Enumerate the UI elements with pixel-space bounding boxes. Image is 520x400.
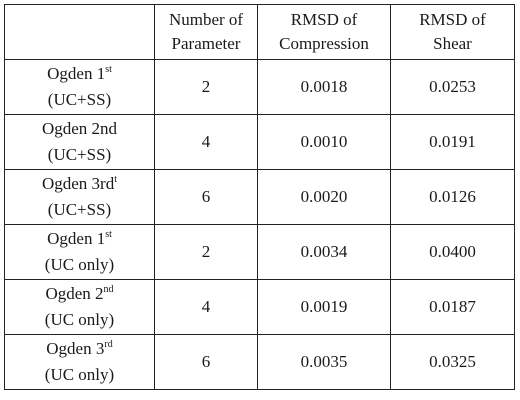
header-rmsd-compression-line2: Compression (279, 34, 369, 53)
model-ordinal-sup: st (105, 64, 112, 75)
header-model (4, 4, 155, 60)
header-number-of-parameter-line2: Parameter (171, 34, 241, 53)
table-row: Ogden 3rdt (UC+SS) 6 0.0020 0.0126 (4, 169, 515, 225)
rmsd-shear-cell: 0.0191 (390, 114, 515, 170)
model-cell: Ogden 3rdt (UC+SS) (4, 169, 155, 225)
model-ordinal-sup: t (114, 174, 117, 185)
table-row: Ogden 1st (UC+SS) 2 0.0018 0.0253 (4, 59, 515, 115)
header-rmsd-shear-line1: RMSD of (419, 10, 486, 29)
header-rmsd-shear: RMSD of Shear (390, 4, 515, 60)
model-name-line: Ogden 3rd (5, 336, 154, 362)
model-name: Ogden 2 (45, 284, 104, 303)
rmsd-shear-cell: 0.0187 (390, 279, 515, 335)
params-cell: 6 (154, 169, 258, 225)
header-row: Number of Parameter RMSD of Compression … (4, 4, 515, 60)
model-condition: (UC+SS) (47, 200, 112, 219)
table-row: Ogden 3rd (UC only) 6 0.0035 0.0325 (4, 334, 515, 390)
model-name: Ogden 3 (46, 339, 105, 358)
model-cell: Ogden 1st (UC only) (4, 224, 155, 280)
rmsd-compression-cell: 0.0034 (257, 224, 391, 280)
model-name-line: Ogden 3rdt (5, 171, 154, 197)
model-cell: Ogden 3rd (UC only) (4, 334, 155, 390)
model-ordinal-sup: rd (104, 339, 113, 350)
params-cell: 4 (154, 114, 258, 170)
model-condition: (UC+SS) (47, 145, 112, 164)
rmsd-compression-cell: 0.0010 (257, 114, 391, 170)
model-ordinal-sup: nd (103, 284, 114, 295)
rmsd-compression-cell: 0.0020 (257, 169, 391, 225)
model-name: Ogden 3rd (41, 174, 115, 193)
results-table: Number of Parameter RMSD of Compression … (4, 4, 515, 390)
model-name: Ogden 1 (47, 229, 106, 248)
table-row: Ogden 1st (UC only) 2 0.0034 0.0400 (4, 224, 515, 280)
header-rmsd-compression-line1: RMSD of (290, 10, 358, 29)
model-condition: (UC only) (44, 365, 115, 384)
table-body: Ogden 1st (UC+SS) 2 0.0018 0.0253 Ogden … (4, 59, 515, 390)
model-cell: Ogden 2nd (UC+SS) (4, 114, 155, 170)
model-name-line: Ogden 1st (5, 61, 154, 87)
header-number-of-parameter: Number of Parameter (154, 4, 258, 60)
rmsd-compression-cell: 0.0019 (257, 279, 391, 335)
model-condition: (UC only) (44, 310, 115, 329)
header-rmsd-compression: RMSD of Compression (257, 4, 391, 60)
params-cell: 2 (154, 59, 258, 115)
table-header: Number of Parameter RMSD of Compression … (4, 4, 515, 60)
model-cell: Ogden 2nd (UC only) (4, 279, 155, 335)
rmsd-shear-cell: 0.0325 (390, 334, 515, 390)
model-name: Ogden 1 (47, 64, 106, 83)
rmsd-shear-cell: 0.0400 (390, 224, 515, 280)
header-number-of-parameter-line1: Number of (168, 10, 244, 29)
table-row: Ogden 2nd (UC+SS) 4 0.0010 0.0191 (4, 114, 515, 170)
table-row: Ogden 2nd (UC only) 4 0.0019 0.0187 (4, 279, 515, 335)
rmsd-compression-cell: 0.0018 (257, 59, 391, 115)
model-name-line: Ogden 2nd (5, 116, 154, 142)
model-condition: (UC only) (44, 255, 115, 274)
params-cell: 4 (154, 279, 258, 335)
model-cell: Ogden 1st (UC+SS) (4, 59, 155, 115)
model-name-line: Ogden 1st (5, 226, 154, 252)
params-cell: 6 (154, 334, 258, 390)
rmsd-shear-cell: 0.0253 (390, 59, 515, 115)
model-ordinal-sup: st (105, 229, 112, 240)
rmsd-compression-cell: 0.0035 (257, 334, 391, 390)
model-condition: (UC+SS) (47, 90, 112, 109)
model-name: Ogden 2nd (41, 119, 118, 138)
header-rmsd-shear-line2: Shear (433, 34, 472, 53)
params-cell: 2 (154, 224, 258, 280)
model-name-line: Ogden 2nd (5, 281, 154, 307)
rmsd-shear-cell: 0.0126 (390, 169, 515, 225)
